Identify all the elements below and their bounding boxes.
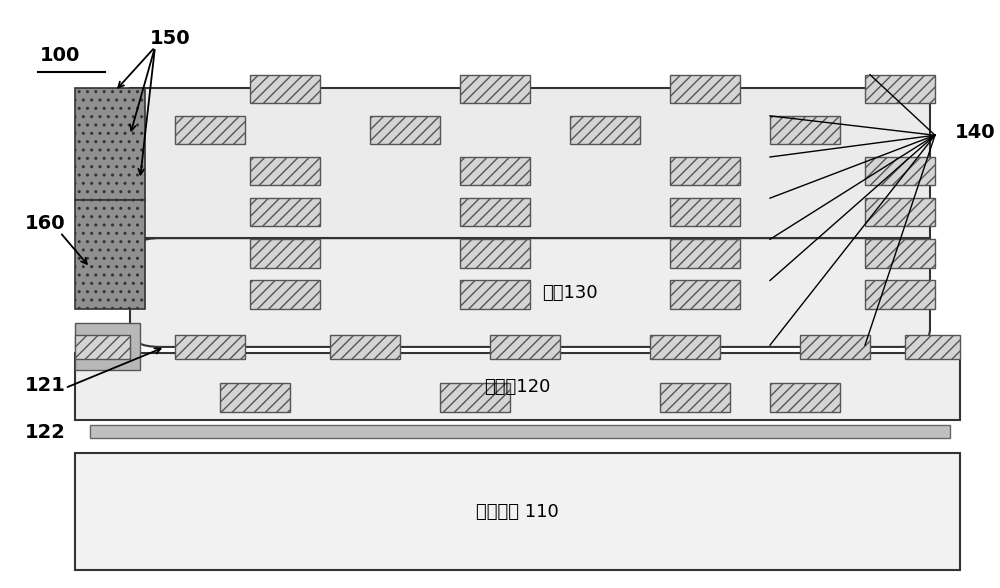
Bar xyxy=(75,88,145,200)
Bar xyxy=(460,239,530,268)
Bar xyxy=(460,280,530,309)
Bar xyxy=(460,198,530,226)
Text: 150: 150 xyxy=(150,29,191,48)
Text: 122: 122 xyxy=(25,423,66,442)
Bar xyxy=(175,116,245,144)
Bar xyxy=(670,239,740,268)
Text: 140: 140 xyxy=(955,123,996,142)
Text: 显示面板 110: 显示面板 110 xyxy=(476,503,559,520)
Bar xyxy=(250,280,320,309)
Text: 触控板120: 触控板120 xyxy=(484,377,551,396)
Text: 160: 160 xyxy=(25,214,66,233)
Bar xyxy=(670,157,740,185)
Bar xyxy=(460,75,530,103)
Bar xyxy=(865,198,935,226)
Bar xyxy=(905,335,960,359)
Text: 121: 121 xyxy=(25,376,66,395)
Bar xyxy=(75,353,960,420)
Bar xyxy=(865,157,935,185)
Bar xyxy=(865,280,935,309)
Bar xyxy=(90,425,950,438)
Bar xyxy=(75,453,960,570)
Text: 盖板130: 盖板130 xyxy=(542,283,598,302)
Bar xyxy=(460,157,530,185)
Text: 100: 100 xyxy=(40,46,80,65)
Bar xyxy=(660,383,730,412)
Bar xyxy=(370,116,440,144)
Bar xyxy=(250,157,320,185)
Bar xyxy=(770,383,840,412)
Bar xyxy=(250,239,320,268)
Bar xyxy=(570,116,640,144)
Bar xyxy=(490,335,560,359)
Bar xyxy=(75,323,140,370)
Bar xyxy=(865,75,935,103)
Bar xyxy=(330,335,400,359)
Bar xyxy=(250,198,320,226)
Bar xyxy=(670,280,740,309)
Bar xyxy=(670,75,740,103)
Bar xyxy=(75,335,130,359)
Bar xyxy=(800,335,870,359)
Bar xyxy=(865,239,935,268)
FancyBboxPatch shape xyxy=(130,238,930,347)
Bar xyxy=(670,198,740,226)
Bar xyxy=(770,116,840,144)
Bar xyxy=(440,383,510,412)
Bar xyxy=(650,335,720,359)
Bar xyxy=(175,335,245,359)
Bar xyxy=(220,383,290,412)
Bar xyxy=(75,200,145,309)
Bar xyxy=(130,88,930,238)
Bar xyxy=(250,75,320,103)
